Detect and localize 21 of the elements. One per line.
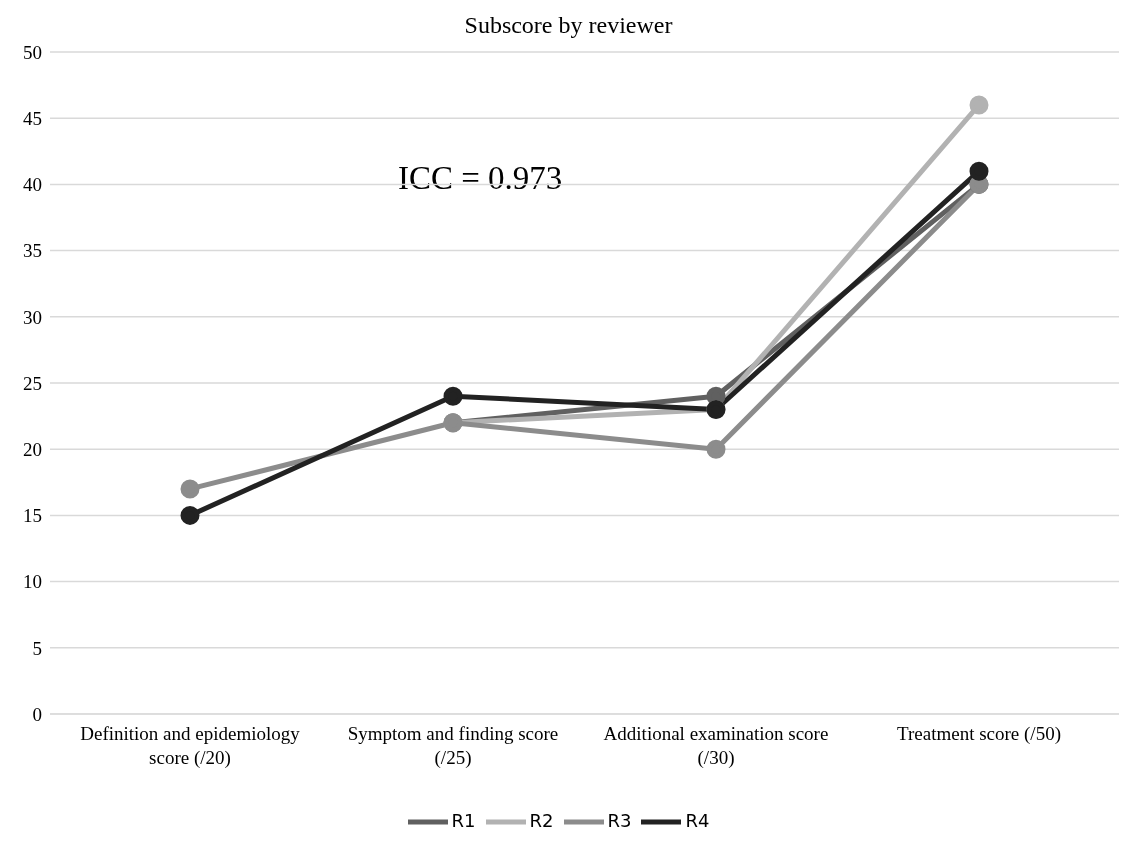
legend-label: R4 xyxy=(685,810,710,831)
annotation: ICC = 0.973 xyxy=(398,160,563,197)
legend-label: R1 xyxy=(451,810,476,831)
y-tick-label: 5 xyxy=(32,637,42,659)
y-tick-label: 50 xyxy=(23,41,42,63)
y-tick-label: 15 xyxy=(23,505,42,527)
y-tick-label: 25 xyxy=(23,372,42,394)
x-tick-label: Definition and epidemiology score (/20) xyxy=(80,723,301,769)
x-tick-label: Symptom and finding score (/25) xyxy=(347,723,559,769)
y-tick-label: 0 xyxy=(32,703,42,725)
x-tick-label: Treatment score (/50) xyxy=(897,723,1061,745)
y-tick-label: 35 xyxy=(23,240,42,262)
y-tick-label: 40 xyxy=(23,174,42,196)
y-tick-label: 10 xyxy=(23,571,42,593)
y-tick-label: 20 xyxy=(23,438,42,460)
chart-title: Subscore by reviewer xyxy=(463,12,674,39)
legend-label: R3 xyxy=(607,810,632,831)
x-tick-label: Additional examination score (/30) xyxy=(603,723,829,769)
legend-label: R2 xyxy=(529,810,554,831)
y-tick-label: 45 xyxy=(23,107,42,129)
y-tick-label: 30 xyxy=(23,306,42,328)
